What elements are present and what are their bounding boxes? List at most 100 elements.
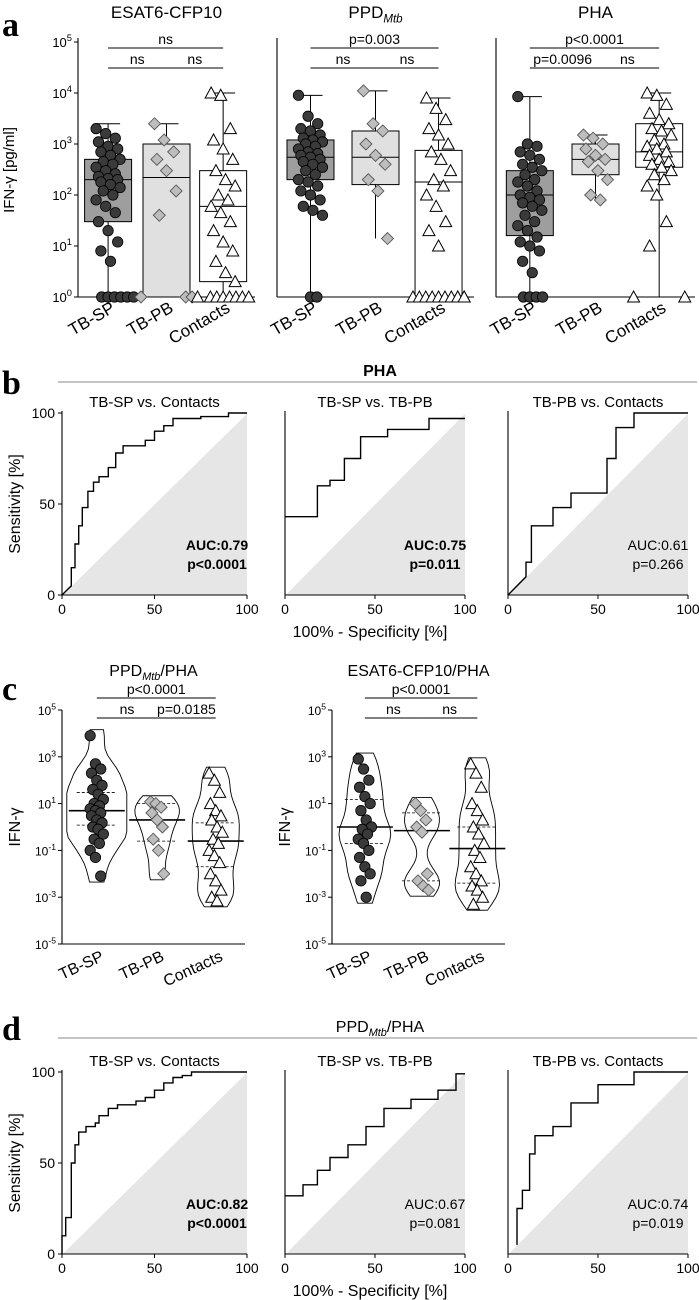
a-point-2-0 <box>512 90 524 103</box>
a-xlabel-2-1: TB-PB <box>553 298 606 339</box>
c-point-1-2 <box>474 873 489 887</box>
a-point-1-2 <box>438 112 453 126</box>
a-point-1-0 <box>292 89 305 101</box>
a-sig-1-label-0: p=0.003 <box>349 31 400 47</box>
chart-layer: IFN-γ [pg/ml] ESAT6-CFP10 100 101 102 103 104 1… <box>1 3 699 1300</box>
a-title-0: ESAT6-CFP10 <box>111 3 222 22</box>
a-point-0-2 <box>213 205 228 219</box>
a-point-0-0 <box>90 123 102 135</box>
a-point-1-0 <box>295 185 307 197</box>
b-yticklabel-1: 50 <box>39 496 55 512</box>
a-point-2-2 <box>640 139 655 152</box>
a-point-2-2 <box>645 121 659 135</box>
c-point-0-2 <box>211 836 226 849</box>
b-pvalue-2: p=0.266 <box>633 556 684 572</box>
a-point-0-2 <box>241 289 256 303</box>
c-point-1-2 <box>471 826 486 840</box>
b-diagonal-0 <box>61 412 248 596</box>
a-point-2-0 <box>521 180 534 192</box>
a-point-0-0 <box>95 146 107 158</box>
d-roc-curve-1 <box>285 1073 465 1197</box>
a-point-1-2 <box>429 101 443 114</box>
a-point-1-1 <box>359 137 373 151</box>
a-point-0-0 <box>114 181 126 194</box>
panel-label-a: a <box>2 7 19 44</box>
d-title-0: TB-SP vs. Contacts <box>89 1053 220 1070</box>
d-xlabel: 100% - Specificity [%] <box>293 1283 448 1300</box>
a-xlabel-1-0: TB-SP <box>268 298 321 339</box>
a-point-0-0 <box>97 185 109 197</box>
d-pvalue-2: p=0.019 <box>633 1215 684 1231</box>
c-point-0-2 <box>208 803 223 817</box>
c-yticklabel-0-0: 10-5 <box>35 936 56 952</box>
a-point-0-2 <box>204 199 218 212</box>
a-point-1-1 <box>371 184 385 198</box>
a-point-2-0 <box>512 220 524 232</box>
a-point-2-2 <box>677 289 692 303</box>
a-point-1-0 <box>307 204 319 216</box>
c-point-0-2 <box>202 843 216 856</box>
a-point-2-2 <box>654 160 669 173</box>
d-pvalue-0: p<0.0001 <box>187 1215 247 1231</box>
c-point-1-2 <box>463 756 478 770</box>
d-pvalue-1: p=0.081 <box>410 1215 461 1231</box>
c-point-1-2 <box>467 843 482 856</box>
c-point-1-0 <box>355 805 367 817</box>
a-point-0-2 <box>211 187 226 201</box>
d-group-title: PPDMtb/PHA <box>336 1019 425 1039</box>
c-title-0: PPDMtb/PHA <box>109 663 198 683</box>
a-point-1-2 <box>422 223 436 237</box>
panel-label-c: c <box>2 671 17 708</box>
a-point-2-0 <box>531 140 543 152</box>
a-point-1-1 <box>378 157 392 171</box>
a-point-2-0 <box>524 149 536 161</box>
c-point-1-0 <box>364 868 376 880</box>
a-point-2-2 <box>640 178 655 192</box>
a-point-2-0 <box>526 267 538 279</box>
c-point-0-2 <box>204 812 219 826</box>
c-point-0-2 <box>212 785 227 798</box>
b-title-0: TB-SP vs. Contacts <box>89 394 220 411</box>
a-point-2-1 <box>593 193 607 207</box>
c-point-1-1 <box>415 825 429 839</box>
d-roc-curve-2 <box>516 1071 688 1245</box>
a-point-2-1 <box>576 128 591 142</box>
b-pvalue-1: p=0.011 <box>410 556 461 572</box>
a-point-2-2 <box>659 97 674 110</box>
c-sig-0-label-0: p<0.0001 <box>127 681 186 697</box>
a-point-0-2 <box>204 85 218 99</box>
c-point-1-0 <box>353 851 366 864</box>
a-point-0-2 <box>228 178 242 192</box>
a-sig-0-label-1: ns <box>130 51 145 67</box>
c-point-1-0 <box>357 763 370 775</box>
a-point-1-1 <box>376 124 390 138</box>
c-xlabel-1-2: Contacts <box>423 948 487 990</box>
a-point-2-2 <box>642 238 657 252</box>
c-point-1-0 <box>364 797 376 810</box>
c-title-1: ESAT6-CFP10/PHA <box>348 663 490 680</box>
a-point-1-0 <box>316 209 329 221</box>
a-point-0-0 <box>102 225 114 237</box>
b-roc-curve-2 <box>507 412 688 596</box>
d-xticklabel-1-2: 100 <box>453 1260 477 1276</box>
a-point-1-0 <box>311 291 323 303</box>
a-point-0-2 <box>190 289 205 303</box>
a-yticklabel-2: 102 <box>52 186 72 203</box>
b-roc-curve-1 <box>285 417 465 518</box>
a-point-2-2 <box>649 88 664 101</box>
a-point-2-0 <box>533 245 546 257</box>
b-auc-0: AUC:0.79 <box>186 537 248 553</box>
a-point-0-2 <box>209 254 223 267</box>
d-xticklabel-0-1: 50 <box>147 1260 163 1276</box>
c-point-0-0 <box>95 763 107 775</box>
c-point-1-2 <box>466 897 481 910</box>
b-yticklabel-2: 100 <box>32 405 56 421</box>
d-yticklabel-0: 0 <box>47 1246 55 1262</box>
b-xlabel: 100% - Specificity [%] <box>293 624 448 641</box>
c-point-1-0 <box>355 875 367 887</box>
c-yticklabel-0-4: 103 <box>38 748 56 764</box>
c-point-1-0 <box>353 781 366 793</box>
a-point-2-0 <box>514 236 526 248</box>
a-yticklabel-1: 101 <box>52 237 72 254</box>
a-xlabel-2-2: Contacts <box>602 298 670 348</box>
